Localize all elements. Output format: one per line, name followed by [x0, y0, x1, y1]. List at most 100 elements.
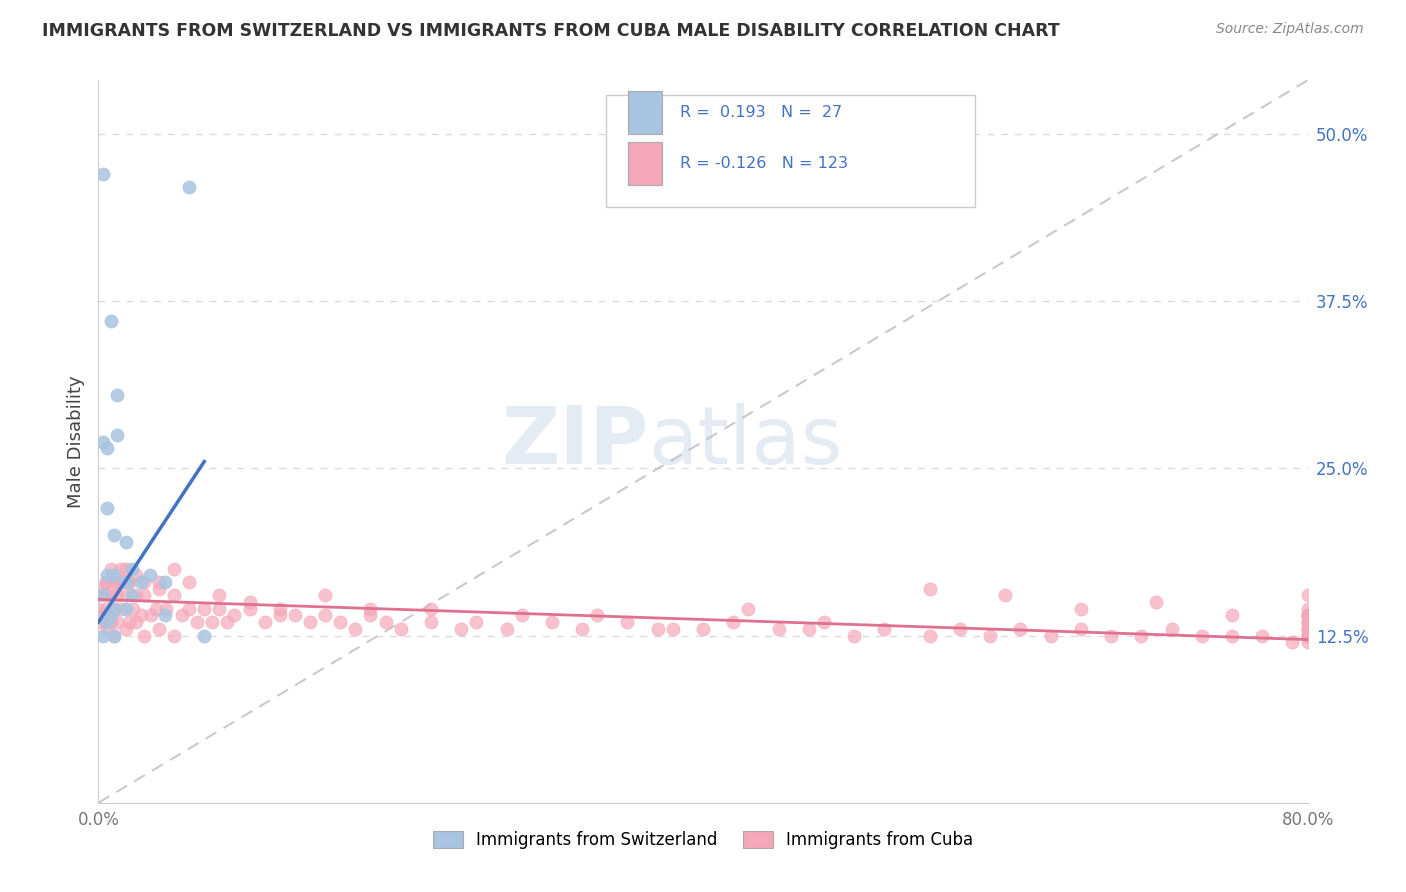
Point: [103, 602, 125, 616]
Point: [91, 608, 114, 623]
Point: [148, 582, 170, 596]
Point: [94, 602, 117, 616]
Point: [105, 387, 128, 401]
Point: [1296, 615, 1319, 630]
Point: [797, 622, 820, 636]
Point: [389, 622, 412, 636]
Point: [163, 562, 186, 576]
Point: [129, 608, 152, 623]
Point: [813, 615, 835, 630]
Point: [121, 562, 143, 576]
Point: [314, 608, 336, 623]
Point: [1220, 628, 1243, 642]
Point: [125, 568, 148, 582]
Point: [132, 575, 155, 590]
Point: [1039, 628, 1062, 642]
Point: [87, 615, 110, 630]
Point: [647, 622, 669, 636]
Point: [105, 427, 128, 442]
Point: [692, 622, 714, 636]
Point: [110, 602, 132, 616]
Point: [1296, 628, 1319, 642]
Point: [1296, 615, 1319, 630]
Point: [153, 608, 176, 623]
Point: [148, 575, 170, 590]
Point: [465, 615, 488, 630]
Point: [110, 562, 132, 576]
Point: [1296, 602, 1319, 616]
Point: [94, 615, 117, 630]
Point: [91, 434, 114, 449]
Point: [344, 622, 367, 636]
Point: [96, 622, 118, 636]
Point: [193, 628, 215, 642]
Point: [103, 575, 125, 590]
Point: [132, 589, 155, 603]
Point: [103, 602, 125, 616]
Point: [1296, 589, 1319, 603]
Point: [360, 608, 382, 623]
Point: [1130, 628, 1153, 642]
Point: [193, 602, 215, 616]
Point: [510, 608, 533, 623]
Text: atlas: atlas: [648, 402, 844, 481]
Point: [100, 608, 122, 623]
Point: [215, 615, 238, 630]
Point: [96, 568, 118, 582]
Text: Source: ZipAtlas.com: Source: ZipAtlas.com: [1216, 22, 1364, 37]
Point: [118, 615, 141, 630]
Point: [224, 608, 246, 623]
Point: [114, 575, 136, 590]
Point: [118, 575, 141, 590]
Point: [979, 628, 1001, 642]
Point: [132, 628, 155, 642]
Point: [1251, 628, 1274, 642]
Point: [91, 589, 114, 603]
Point: [1296, 608, 1319, 623]
Point: [105, 615, 128, 630]
Point: [96, 615, 118, 630]
Point: [91, 167, 114, 181]
Point: [96, 442, 118, 455]
Point: [1010, 622, 1032, 636]
Point: [163, 589, 186, 603]
Point: [737, 602, 759, 616]
Point: [918, 628, 941, 642]
Point: [571, 622, 593, 636]
Point: [105, 589, 128, 603]
Point: [1144, 595, 1167, 609]
Point: [87, 589, 110, 603]
Point: [179, 180, 201, 194]
Point: [1296, 622, 1319, 636]
Point: [105, 575, 128, 590]
Text: R =  0.193   N =  27: R = 0.193 N = 27: [681, 105, 842, 120]
Point: [1099, 628, 1122, 642]
Point: [1296, 628, 1319, 642]
Text: ZIP: ZIP: [502, 402, 648, 481]
Point: [96, 589, 118, 603]
Point: [1220, 608, 1243, 623]
Point: [1296, 628, 1319, 642]
Point: [103, 628, 125, 642]
Point: [723, 615, 745, 630]
Point: [96, 501, 118, 516]
Point: [269, 608, 291, 623]
Point: [1281, 635, 1303, 649]
Point: [114, 534, 136, 549]
Point: [129, 575, 152, 590]
Point: [661, 622, 683, 636]
Point: [420, 602, 443, 616]
Point: [103, 528, 125, 542]
Point: [103, 568, 125, 582]
Point: [844, 628, 866, 642]
Point: [114, 589, 136, 603]
Point: [450, 622, 472, 636]
Point: [918, 582, 941, 596]
Point: [125, 589, 148, 603]
Point: [114, 622, 136, 636]
Y-axis label: Male Disability: Male Disability: [66, 376, 84, 508]
Legend: Immigrants from Switzerland, Immigrants from Cuba: Immigrants from Switzerland, Immigrants …: [426, 824, 980, 856]
Point: [201, 615, 224, 630]
Point: [768, 622, 790, 636]
Point: [420, 615, 443, 630]
